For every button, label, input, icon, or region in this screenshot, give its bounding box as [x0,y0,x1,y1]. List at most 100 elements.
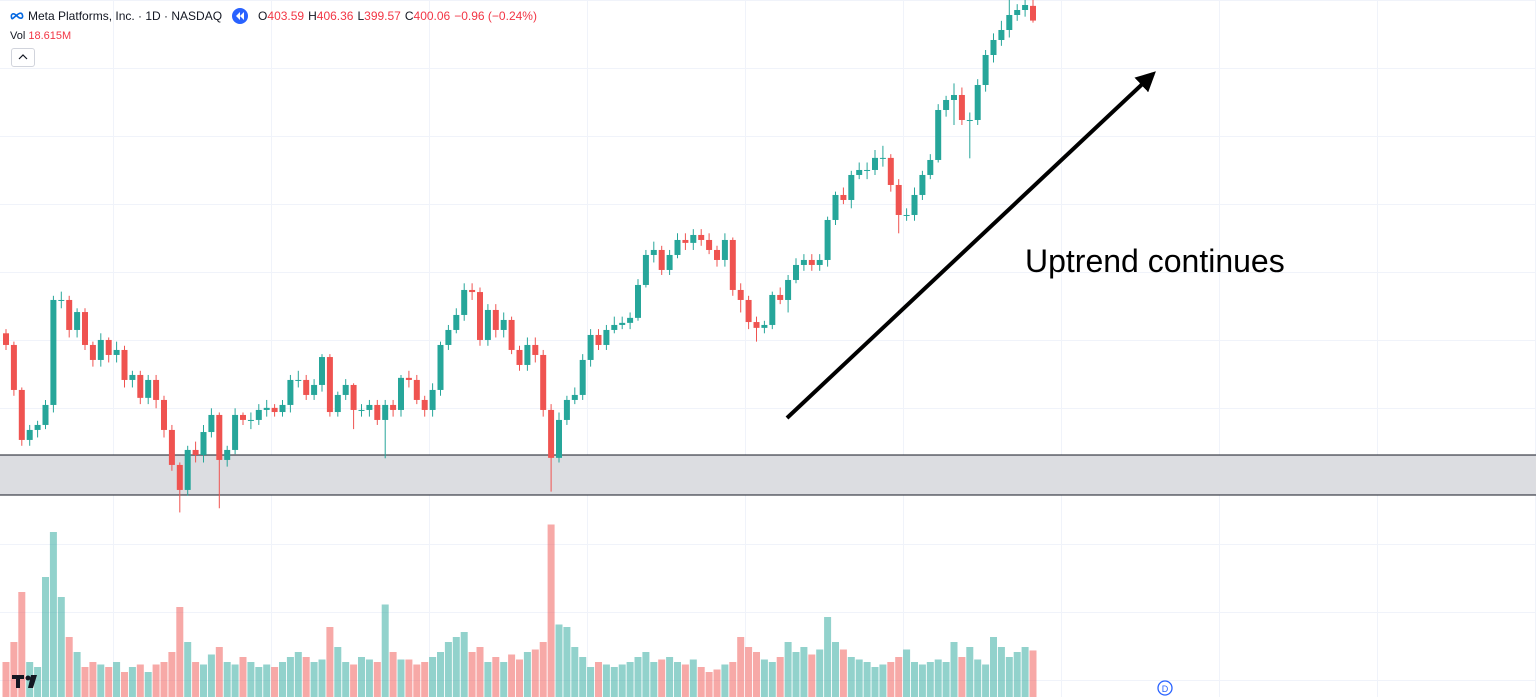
candle-body [113,349,120,355]
candle-body [998,29,1005,40]
volume-label: Vol [10,30,26,42]
annotation: Uptrend continues [1025,243,1285,279]
candle-body [398,377,404,410]
candle-body [579,359,586,395]
candle-body [358,409,365,411]
volume-bar [918,664,926,697]
candle-body [129,374,136,380]
collapse-button[interactable] [11,48,35,67]
candle-body [161,399,167,430]
replay-button[interactable] [232,8,249,24]
volume-bar [847,657,855,697]
candle-body [445,329,452,345]
volume-bar [705,672,713,697]
candle-body [500,319,507,330]
volume-bar [302,657,310,697]
volume-bar [105,667,113,697]
candle-body [263,407,270,410]
candle-body [10,344,17,390]
volume-bar [950,642,958,697]
candle-body [848,174,855,200]
support-zone [0,454,1536,495]
change: −0.96 (−0.24%) [454,9,537,23]
volume-bar [516,659,523,697]
tv-logo [12,675,37,688]
candle-body [390,404,397,410]
candle-body [587,334,594,360]
volume-bar [697,667,705,697]
candle-body [943,99,950,110]
candle-body [1014,9,1021,15]
candle-body [974,84,981,120]
candle-body [200,432,207,455]
volume-bar [286,657,294,697]
candle-body [255,409,262,420]
low-value: 399.57 [364,9,401,23]
candle-body [824,219,831,260]
candle-body [295,379,302,381]
candle-body [1006,14,1013,30]
volume-bar [310,662,318,697]
candle-body [429,389,436,410]
volume-bar [184,642,192,697]
volume-bar [1021,647,1029,697]
volume-bar [421,662,429,697]
candle-body [698,234,705,240]
candle-body [469,289,476,293]
candle-body [303,379,310,395]
candle-body [650,249,657,255]
volume-bar [318,659,326,697]
volume-bar [792,652,800,697]
volume-bar [737,637,745,697]
candle-body [342,384,349,395]
high-label: H [308,9,317,23]
volume-bar [223,662,231,697]
candle-body [137,374,144,398]
candle-body [895,184,902,215]
volume-bar [247,662,255,697]
candle-body [611,324,618,330]
volume-bar [255,667,263,697]
candle-body [729,239,736,290]
candle-body [785,279,792,300]
volume-bar [381,604,389,697]
dividend-label: D [1162,684,1169,694]
candle-body [777,294,784,300]
candle-body [437,344,444,390]
volume-bar [192,662,200,697]
volume-bar [128,667,136,697]
volume-bar [42,577,49,697]
candle-body [816,259,823,265]
volume-bar [160,662,168,697]
candle-body [745,299,752,323]
candle-body [690,234,697,243]
candle-body [74,312,81,330]
candle-body [682,239,689,243]
volume-bar [887,662,895,697]
volume-bar [547,524,555,697]
candle-body [808,259,815,265]
volume-bar [816,649,824,697]
candle-body [619,322,626,325]
volume-bar [136,664,144,697]
candle-body [247,419,254,421]
volume-bar [926,662,934,697]
candle-body [642,254,649,285]
candle-body [334,394,341,413]
volume-legend: Vol 18.615M [10,30,71,42]
candle-body [832,194,839,220]
candle-body [595,334,602,345]
volume-bar [839,649,847,697]
symbol: Meta Platforms, Inc. · 1D · NASDAQ [28,9,223,23]
volume-bar [800,647,808,697]
volume-bar [760,659,768,697]
candle-body [556,419,562,458]
volume-bar [784,642,792,697]
candle-body [405,377,412,380]
candle-body [793,264,799,280]
dividend-marker[interactable] [1157,680,1173,696]
volume-bar [437,652,444,697]
volume-bar [152,664,160,697]
volume-bar [271,667,279,697]
